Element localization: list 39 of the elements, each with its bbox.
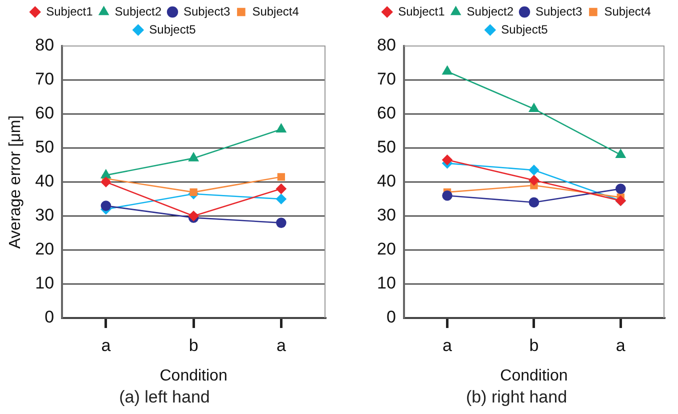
y-tick-label: 10 [376, 274, 396, 293]
y-tick-label: 0 [44, 308, 54, 327]
x-tick-label: a [276, 336, 286, 355]
y-tick-label: 30 [35, 206, 54, 225]
y-tick-label: 70 [35, 70, 54, 89]
x-tick-label: a [442, 336, 453, 355]
text: (a) left hand [119, 387, 210, 406]
legend-label: Subject1 [46, 4, 94, 18]
x-tick-label: b [529, 336, 539, 355]
legend-label: Subject1 [398, 4, 446, 18]
legend-label: Subject2 [114, 4, 162, 18]
y-tick-label: 80 [35, 36, 54, 55]
x-axis-title: Condition [160, 367, 228, 384]
y-tick-label: 30 [376, 206, 396, 225]
legend-label: Subject3 [536, 4, 583, 18]
text: (b) right hand [466, 387, 568, 406]
y-tick-label: 20 [376, 240, 396, 259]
y-tick-label: 50 [376, 138, 396, 157]
legend-label: Subject2 [466, 4, 514, 18]
y-tick-label: 10 [35, 274, 54, 293]
y-tick-label: 70 [376, 70, 396, 89]
legend-label: Subject4 [252, 4, 300, 18]
legend-label: Subject5 [149, 22, 196, 36]
y-tick-label: 0 [386, 308, 396, 327]
y-tick-label: 80 [376, 36, 396, 55]
legend-label: Subject5 [501, 22, 548, 36]
y-tick-label: 60 [35, 104, 54, 123]
x-tick-label: a [616, 336, 626, 355]
x-axis-title: Condition [500, 367, 568, 384]
y-tick-label: 20 [35, 240, 54, 259]
y-axis-title: Average error [μm] [7, 115, 24, 249]
y-tick-label: 60 [376, 104, 396, 123]
y-tick-label: 40 [35, 172, 54, 191]
legend-label: Subject3 [184, 4, 231, 18]
y-tick-label: 40 [376, 172, 396, 191]
y-tick-label: 50 [35, 138, 54, 157]
x-tick-label: a [101, 336, 112, 355]
x-tick-label: b [188, 336, 198, 355]
legend-label: Subject4 [604, 4, 652, 18]
